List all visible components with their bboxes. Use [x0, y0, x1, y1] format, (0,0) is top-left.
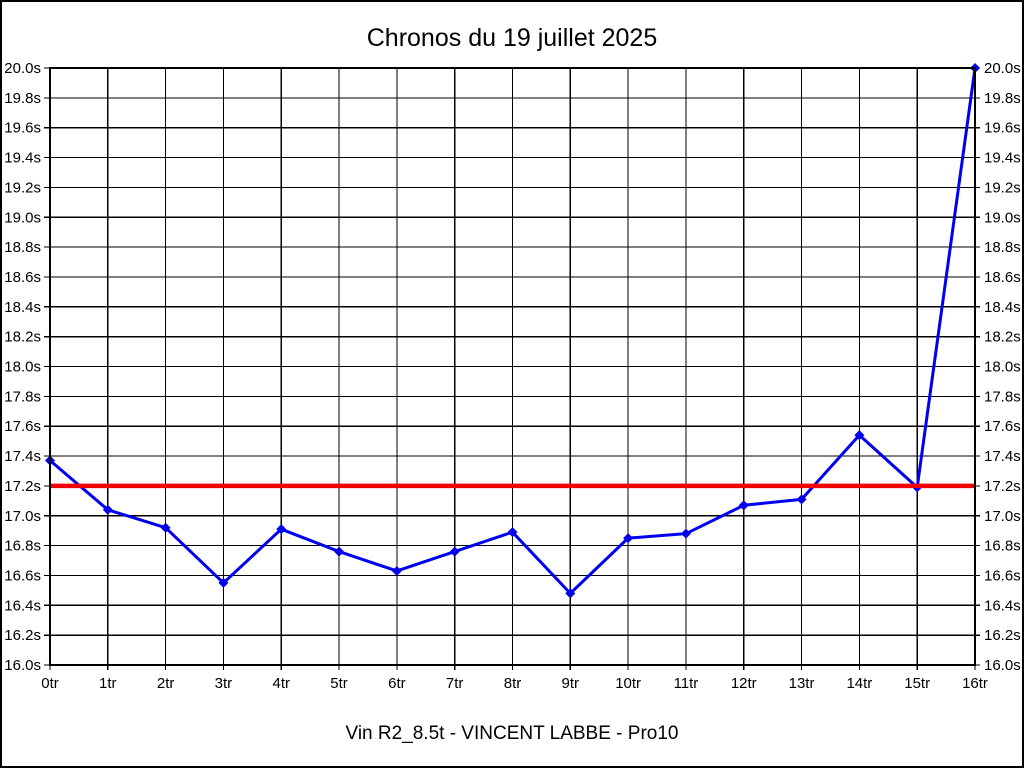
data-point-marker — [102, 504, 113, 515]
y-tick-label-left: 18.0s — [4, 359, 41, 376]
data-point-marker — [449, 546, 460, 557]
plot-border — [49, 67, 976, 666]
y-tick-label-right: 17.8s — [984, 388, 1021, 405]
x-tick-label: 10tr — [615, 675, 641, 692]
y-tick-label-left: 16.6s — [4, 567, 41, 584]
y-tick-label-left: 16.2s — [4, 627, 41, 644]
x-tick-label: 2tr — [157, 675, 175, 692]
y-tick-label-left: 17.2s — [4, 478, 41, 495]
x-tick-label: 1tr — [99, 675, 117, 692]
data-point-marker — [738, 500, 749, 511]
data-point-marker — [796, 494, 807, 505]
y-tick-label-left: 17.4s — [4, 448, 41, 465]
y-tick-label-right: 19.8s — [984, 90, 1021, 107]
y-tick-label-left: 19.8s — [4, 90, 41, 107]
x-tick-label: 12tr — [731, 675, 757, 692]
y-tick-label-left: 18.2s — [4, 329, 41, 346]
y-tick-label-left: 19.6s — [4, 120, 41, 137]
y-tick-label-right: 16.2s — [984, 627, 1021, 644]
y-tick-label-left: 18.4s — [4, 299, 41, 316]
y-tick-label-left: 17.0s — [4, 508, 41, 525]
data-point-marker — [623, 533, 634, 544]
y-tick-label-left: 19.0s — [4, 209, 41, 226]
data-point-marker — [680, 528, 691, 539]
data-point-marker — [391, 565, 402, 576]
x-tick-label: 16tr — [962, 675, 988, 692]
x-tick-label: 11tr — [674, 675, 699, 692]
x-tick-label: 3tr — [215, 675, 233, 692]
y-tick-label-right: 20.0s — [984, 60, 1021, 77]
y-tick-label-right: 18.6s — [984, 269, 1021, 286]
y-tick-label-right: 16.6s — [984, 567, 1021, 584]
chart-caption: Vin R2_8.5t - VINCENT LABBE - Pro10 — [345, 723, 679, 744]
y-tick-label-left: 19.4s — [4, 150, 41, 167]
data-point-marker — [565, 588, 576, 599]
data-point-marker — [854, 430, 865, 441]
y-tick-label-left: 18.8s — [4, 239, 41, 256]
y-tick-label-left: 16.8s — [4, 538, 41, 555]
y-tick-label-right: 17.0s — [984, 508, 1021, 525]
x-tick-label: 5tr — [330, 675, 348, 692]
y-tick-label-left: 19.2s — [4, 179, 41, 196]
y-tick-label-right: 16.8s — [984, 538, 1021, 555]
y-tick-label-right: 19.2s — [984, 179, 1021, 196]
chart-title: Chronos du 19 juillet 2025 — [366, 24, 658, 52]
data-point-marker — [276, 524, 287, 535]
y-tick-label-right: 18.0s — [984, 359, 1021, 376]
x-tick-label: 0tr — [41, 675, 59, 692]
x-tick-label: 13tr — [789, 675, 815, 692]
x-tick-label: 6tr — [388, 675, 406, 692]
y-tick-label-left: 16.4s — [4, 597, 41, 614]
x-tick-label: 8tr — [504, 675, 522, 692]
y-tick-label-right: 16.4s — [984, 597, 1021, 614]
y-tick-label-left: 17.8s — [4, 388, 41, 405]
y-tick-label-right: 17.2s — [984, 478, 1021, 495]
y-tick-label-right: 16.0s — [984, 657, 1021, 674]
y-tick-label-right: 18.2s — [984, 329, 1021, 346]
y-tick-label-right: 19.4s — [984, 150, 1021, 167]
x-tick-label: 9tr — [562, 675, 580, 692]
y-tick-label-right: 17.4s — [984, 448, 1021, 465]
x-tick-label: 14tr — [846, 675, 872, 692]
y-tick-label-right: 17.6s — [984, 418, 1021, 435]
x-tick-label: 15tr — [904, 675, 930, 692]
y-tick-label-right: 18.8s — [984, 239, 1021, 256]
data-point-marker — [507, 527, 518, 538]
x-tick-label: 7tr — [446, 675, 464, 692]
data-point-marker — [160, 522, 171, 533]
data-point-marker — [334, 546, 345, 557]
y-tick-label-left: 17.6s — [4, 418, 41, 435]
y-tick-label-left: 18.6s — [4, 269, 41, 286]
y-tick-label-left: 20.0s — [4, 60, 41, 77]
y-tick-label-right: 19.0s — [984, 209, 1021, 226]
data-point-marker — [218, 577, 229, 588]
y-tick-label-right: 19.6s — [984, 120, 1021, 137]
x-tick-label: 4tr — [272, 675, 290, 692]
y-tick-label-right: 18.4s — [984, 299, 1021, 316]
y-tick-label-left: 16.0s — [4, 657, 41, 674]
